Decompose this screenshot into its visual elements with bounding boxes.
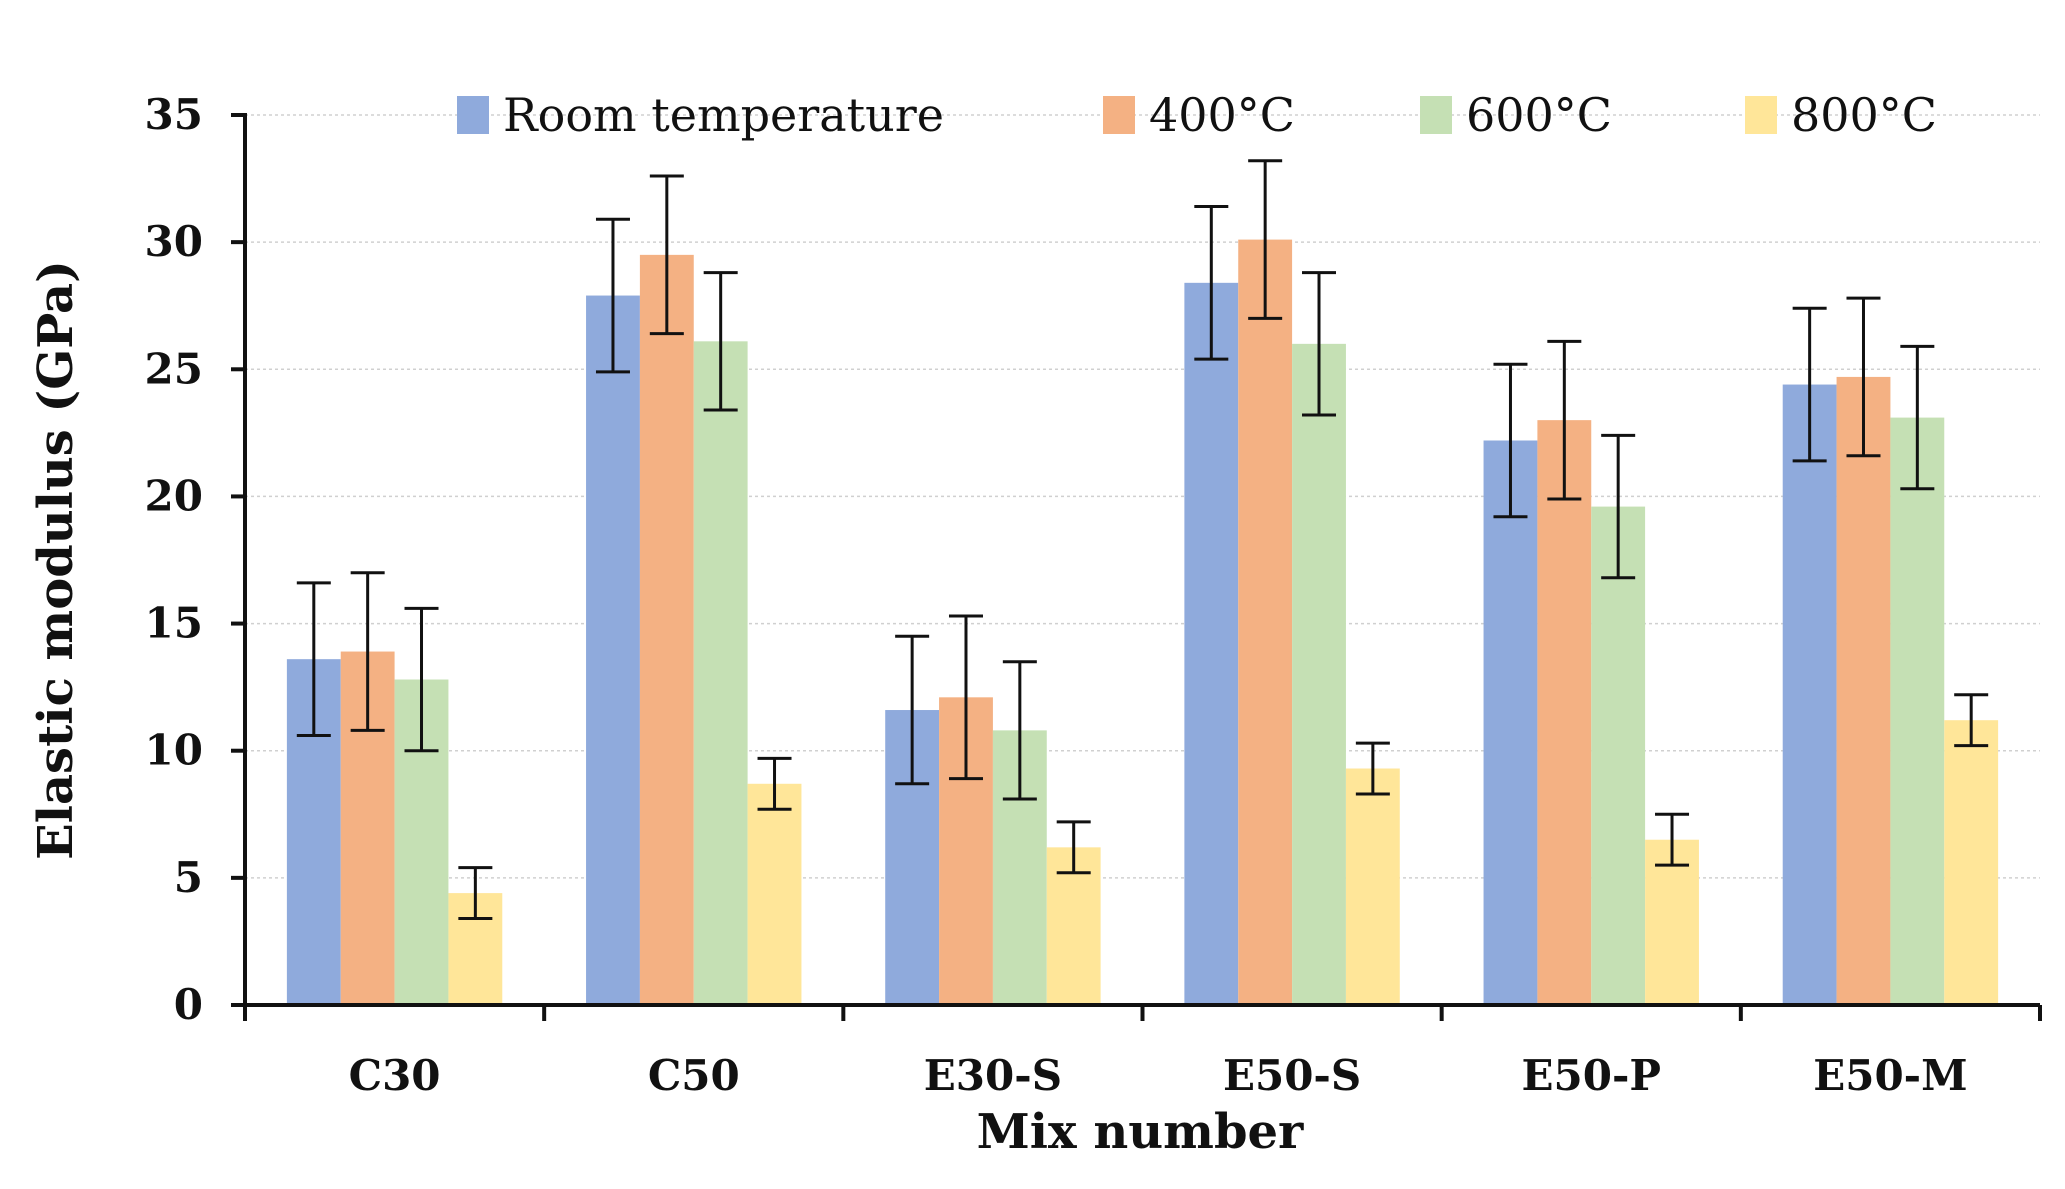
x-tick-label: E30-S [924, 1051, 1062, 1100]
x-tick-label: E50-M [1813, 1051, 1967, 1100]
gridlines [245, 114, 2040, 879]
bar [1591, 506, 1646, 1005]
bar [1890, 417, 1945, 1006]
bar [639, 254, 694, 1005]
y-tick-label: 0 [174, 980, 203, 1029]
x-tick-label: C50 [648, 1051, 740, 1100]
y-tick-label: 15 [145, 599, 203, 648]
y-tick-label: 35 [145, 90, 203, 139]
legend: Room temperature 400°C 600°C 800°C [457, 88, 1937, 142]
axes [243, 113, 2040, 1007]
y-tick-label: 10 [145, 726, 203, 775]
y-tick-label: 25 [145, 344, 203, 393]
bar [1238, 239, 1293, 1006]
bar [1645, 839, 1699, 1005]
legend-swatch [1103, 96, 1135, 134]
x-tick-label: E50-S [1223, 1051, 1361, 1100]
y-tick-label: 20 [145, 471, 203, 520]
y-tick-labels: 0 5 10 15 20 25 30 35 [145, 90, 245, 1029]
bar [1345, 768, 1400, 1005]
x-axis-title: Mix number [977, 1104, 1304, 1160]
bar [1292, 343, 1346, 1005]
legend-swatch [1420, 96, 1452, 134]
bar [1836, 376, 1891, 1005]
x-tick-label: C30 [349, 1051, 441, 1100]
bar [1537, 420, 1592, 1006]
bar [1782, 384, 1837, 1005]
y-tick-label: 30 [145, 217, 203, 266]
bars [286, 239, 1999, 1006]
legend-label: Room temperature [503, 88, 944, 142]
x-tick-label: E50-P [1522, 1051, 1661, 1100]
y-axis-title: Elastic modulus (GPa) [28, 260, 84, 860]
bar [586, 295, 640, 1005]
bar [1184, 282, 1239, 1005]
legend-swatch [1745, 96, 1777, 134]
bar [693, 341, 748, 1005]
bar [1944, 720, 1999, 1005]
legend-swatch [457, 96, 489, 134]
legend-label: 400°C [1149, 88, 1295, 142]
error-bars [296, 159, 1989, 921]
x-tick-labels: C30 C50 E30-S E50-S E50-P E50-M [243, 1005, 2042, 1100]
legend-label: 800°C [1791, 88, 1937, 142]
bar [747, 783, 802, 1005]
bar [1483, 440, 1538, 1005]
legend-label: 600°C [1466, 88, 1612, 142]
y-tick-label: 5 [174, 853, 203, 902]
